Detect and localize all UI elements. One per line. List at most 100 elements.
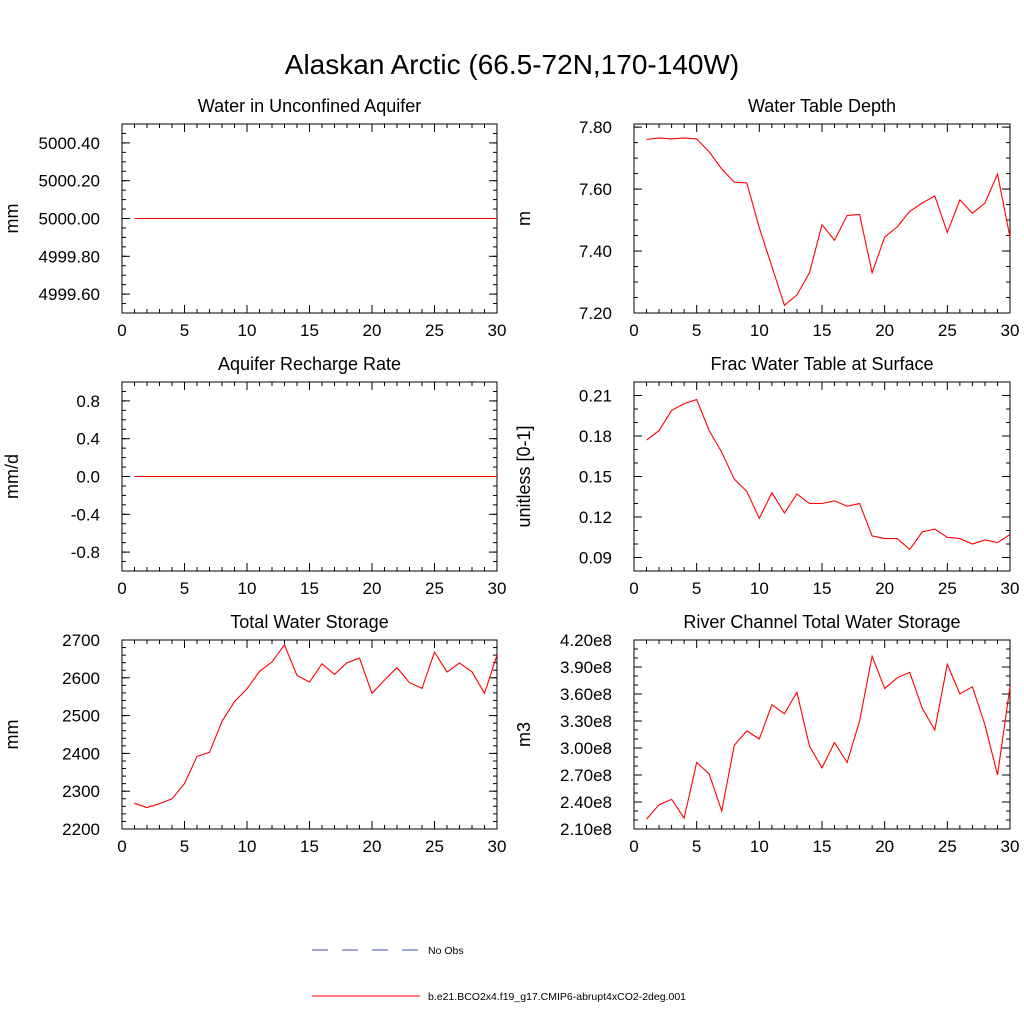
x-tick-label: 30 — [1001, 837, 1020, 856]
figure-title: Alaskan Arctic (66.5-72N,170-140W) — [285, 49, 739, 80]
x-tick-label: 25 — [425, 837, 444, 856]
x-tick-label: 15 — [813, 579, 832, 598]
x-tick-label: 25 — [938, 837, 957, 856]
y-tick-label: 2.40e8 — [560, 793, 612, 812]
chart-panel-1: Water in Unconfined Aquifer mm 0 5 10 15 20 25 3… — [2, 96, 506, 340]
x-tick-label: 20 — [875, 837, 894, 856]
y-tick-label: 3.30e8 — [560, 712, 612, 731]
series-line — [646, 654, 1011, 820]
y-axis-label: mm/d — [2, 454, 22, 499]
y-tick-label: 7.20 — [579, 304, 612, 323]
chart-panel-5: Total Water Storage mm 0 5 10 15 20 25 30 2200 230… — [2, 612, 506, 856]
plot-frame — [633, 123, 1011, 314]
x-tick-label: 0 — [629, 837, 638, 856]
x-tick-label: 5 — [692, 837, 701, 856]
x-tick-label: 20 — [875, 579, 894, 598]
x-tick-label: 15 — [813, 837, 832, 856]
y-tick-label: 2200 — [62, 820, 100, 839]
y-tick-label: 0.8 — [76, 392, 100, 411]
x-tick-label: 0 — [629, 321, 638, 340]
panel-title: Frac Water Table at Surface — [710, 354, 933, 374]
y-tick-label: 5000.40 — [39, 134, 100, 153]
x-tick-label: 25 — [425, 321, 444, 340]
x-tick-label: 0 — [117, 579, 126, 598]
y-tick-label: 7.80 — [579, 118, 612, 137]
x-tick-label: 10 — [238, 837, 257, 856]
x-tick-label: 30 — [488, 579, 507, 598]
y-tick-label: 2300 — [62, 782, 100, 801]
y-tick-label: 0.18 — [579, 427, 612, 446]
panel-title: Total Water Storage — [230, 612, 388, 632]
y-tick-label: 5000.00 — [39, 210, 100, 229]
y-tick-label: 2.70e8 — [560, 766, 612, 785]
y-tick-label: 3.60e8 — [560, 685, 612, 704]
x-tick-label: 0 — [117, 321, 126, 340]
x-tick-label: 15 — [300, 321, 319, 340]
panel-title: Water in Unconfined Aquifer — [198, 96, 421, 116]
y-tick-label: 0.15 — [579, 468, 612, 487]
y-tick-label: 0.4 — [76, 430, 100, 449]
legend: No Obs b.e21.BCO2x4.f19_g17.CMIP6-abrupt… — [312, 945, 686, 1003]
x-tick-label: 10 — [238, 579, 257, 598]
x-tick-label: 20 — [875, 321, 894, 340]
x-tick-label: 30 — [488, 837, 507, 856]
y-tick-label: 2700 — [62, 631, 100, 650]
x-tick-label: 25 — [938, 579, 957, 598]
y-tick-label: 2600 — [62, 669, 100, 688]
x-tick-label: 10 — [750, 321, 769, 340]
y-tick-label: 2500 — [62, 707, 100, 726]
x-tick-label: 5 — [180, 321, 189, 340]
panels-group: Water in Unconfined Aquifer mm 0 5 10 15 20 25 3… — [2, 96, 1019, 856]
x-tick-label: 10 — [750, 579, 769, 598]
series-line — [646, 137, 1011, 307]
panel-title: River Channel Total Water Storage — [683, 612, 960, 632]
y-tick-label: 0.0 — [76, 468, 100, 487]
x-tick-label: 5 — [180, 837, 189, 856]
x-tick-label: 20 — [363, 837, 382, 856]
plot-frame — [121, 639, 498, 830]
chart-panel-3: Aquifer Recharge Rate mm/d 0 5 10 15 20 25 30 -0.… — [2, 354, 506, 598]
panel-title: Aquifer Recharge Rate — [218, 354, 401, 374]
chart-panel-4: Frac Water Table at Surface unitless [0-1… — [514, 354, 1019, 598]
y-tick-label: -0.4 — [71, 505, 100, 524]
series-line — [646, 398, 1011, 551]
y-tick-label: 3.00e8 — [560, 739, 612, 758]
x-tick-label: 15 — [300, 837, 319, 856]
chart-panel-6: River Channel Total Water Storage m3 0 5 10 1… — [514, 612, 1019, 856]
chart-panel-2: Water Table Depth m 0 5 10 15 20 25 30 7.20 7.40 7.… — [514, 96, 1019, 340]
plot-frame — [633, 639, 1011, 830]
y-axis-label: mm — [2, 720, 22, 750]
panel-title: Water Table Depth — [748, 96, 896, 116]
series-line — [134, 643, 498, 809]
plot-frame — [633, 381, 1011, 572]
x-tick-label: 20 — [363, 321, 382, 340]
y-tick-label: -0.8 — [71, 543, 100, 562]
x-tick-label: 0 — [629, 579, 638, 598]
y-tick-label: 4999.80 — [39, 247, 100, 266]
x-tick-label: 10 — [750, 837, 769, 856]
x-tick-label: 0 — [117, 837, 126, 856]
x-tick-label: 5 — [692, 579, 701, 598]
y-tick-label: 7.40 — [579, 242, 612, 261]
x-tick-label: 10 — [238, 321, 257, 340]
y-axis-label: unitless [0-1] — [514, 425, 534, 527]
y-axis-label: m — [514, 211, 534, 226]
x-tick-label: 5 — [180, 579, 189, 598]
x-tick-label: 15 — [813, 321, 832, 340]
x-tick-label: 25 — [425, 579, 444, 598]
y-tick-label: 0.12 — [579, 508, 612, 527]
x-tick-label: 30 — [1001, 579, 1020, 598]
x-tick-label: 5 — [692, 321, 701, 340]
y-tick-label: 0.21 — [579, 387, 612, 406]
y-tick-label: 3.90e8 — [560, 658, 612, 677]
x-tick-label: 25 — [938, 321, 957, 340]
x-tick-label: 20 — [363, 579, 382, 598]
y-tick-label: 5000.20 — [39, 172, 100, 191]
x-tick-label: 15 — [300, 579, 319, 598]
y-axis-label: m3 — [514, 722, 534, 747]
y-tick-label: 2.10e8 — [560, 820, 612, 839]
x-tick-label: 30 — [1001, 321, 1020, 340]
y-tick-label: 4999.60 — [39, 285, 100, 304]
legend-obs-label: No Obs — [428, 945, 464, 957]
